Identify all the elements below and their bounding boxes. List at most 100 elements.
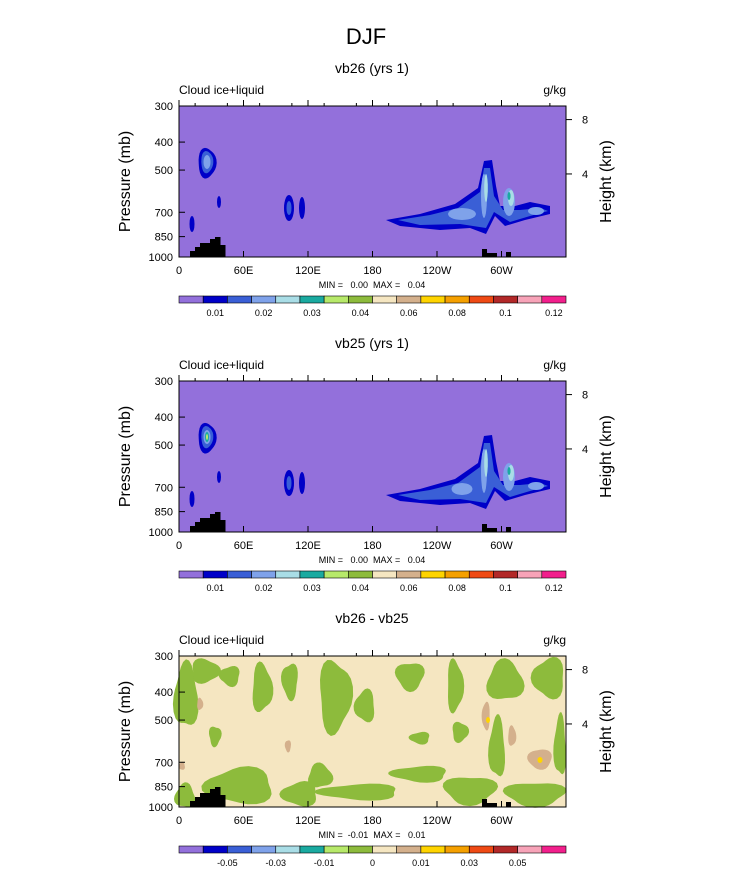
variable-label: Cloud ice+liquid: [179, 358, 264, 372]
x-tick-label: 0: [176, 265, 182, 277]
colorbar-swatch: [299, 845, 325, 854]
field-background: [179, 106, 566, 257]
colorbar-swatch: [420, 845, 446, 854]
y-right-axis-label: Height (km): [598, 140, 615, 223]
field-background: [179, 381, 566, 532]
colorbar-swatch: [372, 845, 397, 854]
y-tick-label: 700: [155, 482, 173, 494]
colorbar-swatch: [299, 295, 325, 304]
topography-block: [205, 243, 211, 257]
topography-block: [190, 251, 196, 257]
colorbar-swatch: [444, 570, 470, 579]
colorbar-label: -0.03: [265, 858, 286, 868]
contour-region: [502, 783, 567, 808]
colorbar-label: 0.02: [255, 583, 273, 593]
contour-region: [217, 196, 221, 208]
colorbar-swatch: [275, 295, 301, 304]
contour-region: [481, 701, 490, 731]
colorbar-label: 0.1: [499, 308, 512, 318]
contour-region: [388, 765, 446, 783]
topography-block: [215, 787, 221, 807]
x-tick-label: 120W: [423, 815, 452, 827]
contour-region: [189, 491, 195, 507]
contour-region: [451, 483, 473, 495]
contour-region: [320, 660, 354, 736]
min-max-stats: MIN = 0.00 MAX = 0.04: [319, 280, 426, 290]
y-right-tick-label: 8: [582, 390, 588, 402]
colorbar-swatch: [299, 570, 325, 579]
colorbar-label: 0.06: [400, 583, 418, 593]
panel-title: vb25 (yrs 1): [335, 335, 409, 351]
contour-region: [206, 434, 208, 440]
colorbar-swatch: [178, 845, 204, 854]
y-tick-label: 1000: [149, 252, 173, 264]
colorbar-swatch: [541, 845, 567, 854]
x-tick-label: 180: [363, 265, 381, 277]
contour-region: [486, 658, 525, 699]
y-tick-label: 400: [155, 687, 173, 699]
topography-block: [482, 524, 487, 532]
contour-region: [507, 192, 511, 200]
colorbar-label: 0.04: [352, 583, 370, 593]
topography-block: [220, 245, 226, 257]
topography-block: [482, 249, 487, 257]
topography-block: [220, 520, 226, 532]
contour-region: [528, 482, 544, 490]
contour-region: [442, 777, 499, 807]
y-tick-label: 300: [155, 651, 173, 663]
x-tick-label: 60W: [490, 265, 513, 277]
colorbar-swatch: [517, 570, 543, 579]
colorbar-swatch: [468, 570, 494, 579]
topography-block: [190, 801, 196, 807]
colorbar-swatch: [275, 845, 301, 854]
colorbar-swatch: [323, 570, 349, 579]
colorbar-label: 0.12: [545, 583, 563, 593]
contour-region: [281, 663, 298, 702]
colorbar-swatch: [493, 295, 518, 304]
colorbar-label: 0.01: [207, 308, 225, 318]
colorbar-swatch: [493, 570, 518, 579]
x-tick-label: 60W: [490, 540, 513, 552]
topography-block: [506, 802, 511, 807]
contour-region: [279, 781, 316, 807]
topography-block: [210, 789, 216, 807]
x-tick-label: 60E: [234, 540, 254, 552]
colorbar-swatch: [517, 845, 543, 854]
topography-block: [195, 522, 201, 532]
units-label: g/kg: [543, 83, 566, 97]
contour-region: [486, 717, 490, 723]
contour-region: [218, 666, 240, 688]
x-tick-label: 120W: [423, 540, 452, 552]
contour-region: [484, 449, 488, 477]
colorbar-label: 0.12: [545, 308, 563, 318]
contour-region: [252, 661, 274, 712]
units-label: g/kg: [543, 358, 566, 372]
contour-region: [197, 697, 204, 710]
colorbar-label: 0.1: [499, 583, 512, 593]
colorbar-swatch: [227, 295, 252, 304]
colorbar-label: 0: [370, 858, 375, 868]
panel-title: vb26 (yrs 1): [335, 60, 409, 76]
colorbar-swatch: [541, 570, 567, 579]
colorbar-label: 0.08: [448, 583, 466, 593]
contour-region: [286, 201, 292, 215]
units-label: g/kg: [543, 633, 566, 647]
contour-region: [308, 762, 334, 788]
colorbar-swatch: [202, 570, 228, 579]
topography-block: [506, 527, 511, 532]
colorbar-label: -0.01: [314, 858, 335, 868]
colorbar-swatch: [227, 845, 252, 854]
contour-region: [299, 197, 305, 219]
colorbar-swatch: [420, 295, 446, 304]
colorbar-label: 0.03: [303, 308, 321, 318]
topography-block: [195, 247, 201, 257]
colorbar-swatch: [468, 845, 494, 854]
contour-region: [189, 216, 195, 232]
contour-region: [448, 658, 465, 714]
colorbar-label: 0.08: [448, 308, 466, 318]
topography-block: [220, 795, 226, 807]
colorbar-swatch: [251, 570, 277, 579]
contour-region: [299, 472, 305, 494]
contour-region: [484, 174, 488, 202]
colorbar-swatch: [348, 845, 373, 854]
